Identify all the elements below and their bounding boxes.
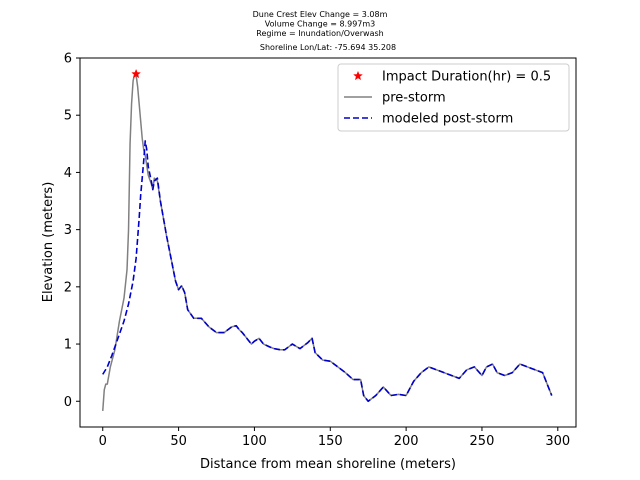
y-tick-label: 2 bbox=[64, 280, 72, 295]
x-tick-label: 50 bbox=[170, 434, 187, 449]
y-tick-label: 6 bbox=[64, 52, 72, 67]
legend-label-0: Impact Duration(hr) = 0.5 bbox=[382, 70, 551, 85]
y-axis: 0 1 2 3 4 5 6 bbox=[64, 52, 80, 410]
x-tick-label: 200 bbox=[394, 434, 419, 449]
series-line-2 bbox=[103, 141, 552, 401]
y-tick-label: 4 bbox=[64, 166, 72, 181]
x-tick-label: 0 bbox=[99, 434, 107, 449]
x-tick-label: 250 bbox=[470, 434, 495, 449]
x-tick-label: 150 bbox=[318, 434, 343, 449]
chart-title-line-1: Dune Crest Elev Change = 3.08m bbox=[253, 10, 388, 19]
y-tick-label: 1 bbox=[64, 338, 72, 353]
x-axis: 0 50 100 150 200 250 300 bbox=[99, 427, 571, 449]
y-tick-label: 3 bbox=[64, 223, 72, 238]
x-tick-label: 300 bbox=[545, 434, 570, 449]
chart-title-line-2: Volume Change = 8.997m3 bbox=[265, 20, 376, 29]
y-tick-label: 0 bbox=[64, 395, 72, 410]
chart-title-line-4: Shoreline Lon/Lat: -75.694 35.208 bbox=[260, 43, 396, 52]
legend-label-2: modeled post-storm bbox=[382, 112, 513, 127]
x-tick-label: 100 bbox=[242, 434, 267, 449]
y-axis-label: Elevation (meters) bbox=[41, 182, 56, 303]
x-axis-label: Distance from mean shoreline (meters) bbox=[200, 457, 456, 472]
y-tick-label: 5 bbox=[64, 109, 72, 124]
legend: Impact Duration(hr) = 0.5 pre-storm modele… bbox=[338, 64, 569, 131]
legend-label-1: pre-storm bbox=[382, 91, 446, 106]
chart-title-line-3: Regime = Inundation/Overwash bbox=[256, 29, 383, 38]
